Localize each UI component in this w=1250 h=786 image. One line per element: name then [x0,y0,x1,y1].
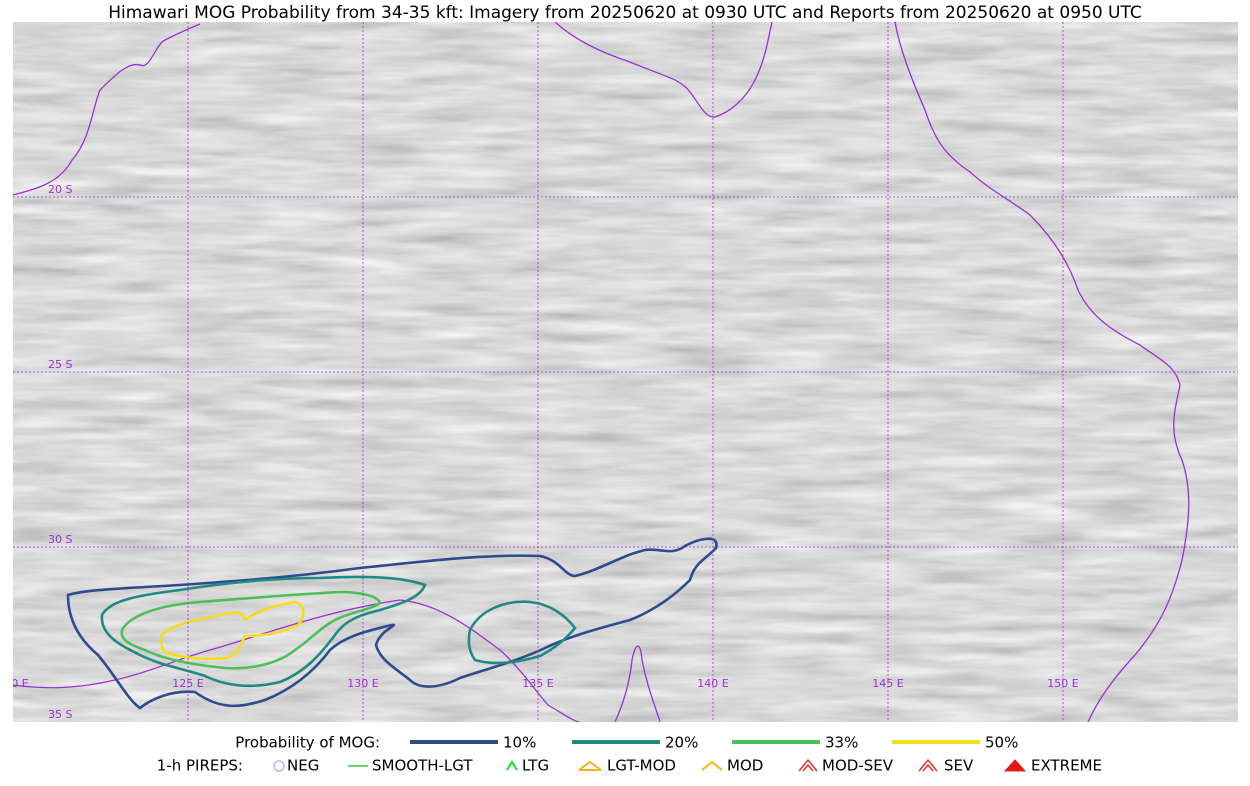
lon-label: 150 E [1047,677,1078,690]
legend-title: Probability of MOG: [235,734,380,752]
legend-label: MOD [727,757,763,775]
lat-label: 35 S [48,708,72,721]
legend-label: 20% [665,734,698,752]
pirep-icon [506,760,518,771]
legend-label: 33% [825,734,858,752]
legend-label: NEG [287,757,319,775]
coastlines [13,22,1190,722]
lat-label: 30 S [48,533,72,546]
lon-label: 120 E [0,677,29,690]
pirep-icon [1003,759,1027,772]
legend-label: SEV [944,757,974,775]
pirep-icon [273,760,285,772]
pirep-icon [798,758,818,772]
graticule [13,22,1238,722]
map: 20 S 25 S 30 S 35 S 120 E 125 E 130 E 135 E 140 … [0,22,1238,722]
legend-label: LGT-MOD [607,757,676,775]
legend-label: EXTREME [1031,757,1102,775]
grid-labels: 20 S 25 S 30 S 35 S 120 E 125 E 130 E 135 E 140 … [0,183,1079,721]
lon-label: 145 E [872,677,903,690]
pirep-icon [918,758,938,772]
legend-label: LTG [522,757,549,775]
legend-label: SMOOTH-LGT [372,757,473,775]
probability-contours [66,537,718,710]
legend: Probability of MOG: 10% 20% 33% 50% 1-h PIREP… [157,734,1102,775]
legend-label: 10% [503,734,536,752]
legend-title: 1-h PIREPS: [157,757,243,775]
pirep-icon [701,760,723,771]
pirep-icon [578,760,602,771]
title: Himawari MOG Probability from 34-35 kft:… [108,3,1142,23]
legend-label: 50% [985,734,1018,752]
legend-label: MOD-SEV [822,757,894,775]
lat-label: 25 S [48,358,72,371]
lon-label: 140 E [697,677,728,690]
lon-label: 130 E [347,677,378,690]
lon-label: 125 E [172,677,203,690]
lat-label: 20 S [48,183,72,196]
lon-label: 135 E [522,677,553,690]
